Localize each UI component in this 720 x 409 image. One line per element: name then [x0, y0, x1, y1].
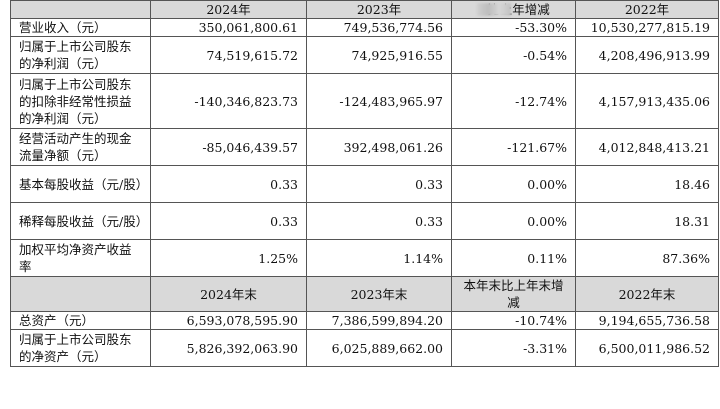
row-label: 归属于上市公司股东的扣除非经常性损益的净利润（元）	[10, 73, 151, 129]
cell-2023: 6,025,889,662.00	[306, 329, 452, 367]
cell-2023: 0.33	[306, 202, 452, 240]
cell-2024: 74,519,615.72	[150, 36, 307, 74]
cell-2024: -85,046,439.57	[150, 128, 307, 166]
table-row: 加权平均净资产收益率 1.25% 1.14% 0.11% 87.36%	[10, 239, 719, 277]
cell-2023: 392,498,061.26	[306, 128, 452, 166]
row-label: 归属于上市公司股东的净资产（元）	[10, 329, 151, 367]
subheader-change: 本年末比上年末增减	[451, 276, 576, 312]
cell-2024: 1.25%	[150, 239, 307, 277]
cell-2022: 6,500,011,986.52	[575, 329, 719, 367]
table-row: 总资产（元） 6,593,078,595.90 7,386,599,894.20…	[10, 311, 719, 330]
header-2023: 2023年	[306, 0, 452, 19]
cell-2024: -140,346,823.73	[150, 73, 307, 129]
subheader-blank-cell	[10, 276, 151, 312]
cell-2022: 4,012,848,413.21	[575, 128, 719, 166]
cell-change: -12.74%	[451, 73, 576, 129]
table-row: 归属于上市公司股东的净资产（元） 5,826,392,063.90 6,025,…	[10, 329, 719, 367]
cell-2024: 0.33	[150, 165, 307, 203]
table-row: 归属于上市公司股东的净利润（元） 74,519,615.72 74,925,91…	[10, 36, 719, 74]
table-header-row: 2024年 2023年 比上年增减 2022年	[10, 0, 719, 19]
cell-2022: 4,208,496,913.99	[575, 36, 719, 74]
cell-change: -121.67%	[451, 128, 576, 166]
cell-2024: 5,826,392,063.90	[150, 329, 307, 367]
table-row: 营业收入（元） 350,061,800.61 749,536,774.56 -5…	[10, 18, 719, 37]
row-label: 稀释每股收益（元/股）	[10, 202, 151, 240]
row-label: 归属于上市公司股东的净利润（元）	[10, 36, 151, 74]
header-change: 比上年增减	[451, 0, 576, 19]
row-label: 经营活动产生的现金流量净额（元）	[10, 128, 151, 166]
cell-change: 0.00%	[451, 202, 576, 240]
cell-2024: 0.33	[150, 202, 307, 240]
table-row: 经营活动产生的现金流量净额（元） -85,046,439.57 392,498,…	[10, 128, 719, 166]
cell-2022: 18.31	[575, 202, 719, 240]
cell-2022: 4,157,913,435.06	[575, 73, 719, 129]
subheader-2024-end: 2024年末	[150, 276, 307, 312]
subheader-2022-end: 2022年末	[575, 276, 719, 312]
header-blank-cell	[10, 0, 151, 19]
cell-change: -0.54%	[451, 36, 576, 74]
cell-2023: 7,386,599,894.20	[306, 311, 452, 330]
cell-2024: 6,593,078,595.90	[150, 311, 307, 330]
cell-change: 0.11%	[451, 239, 576, 277]
row-label: 营业收入（元）	[10, 18, 151, 37]
header-2024: 2024年	[150, 0, 307, 19]
cell-2023: 749,536,774.56	[306, 18, 452, 37]
table-row: 基本每股收益（元/股） 0.33 0.33 0.00% 18.46	[10, 165, 719, 203]
financial-summary-table: 2024年 2023年 比上年增减 2022年 营业收入（元） 350,061,…	[10, 0, 719, 367]
cell-change: -10.74%	[451, 311, 576, 330]
cell-2022: 10,530,277,815.19	[575, 18, 719, 37]
row-label: 加权平均净资产收益率	[10, 239, 151, 277]
table-row: 稀释每股收益（元/股） 0.33 0.33 0.00% 18.31	[10, 202, 719, 240]
redaction-blur	[477, 3, 512, 16]
cell-2022: 18.46	[575, 165, 719, 203]
cell-2023: 0.33	[306, 165, 452, 203]
cell-change: 0.00%	[451, 165, 576, 203]
cell-2024: 350,061,800.61	[150, 18, 307, 37]
cell-2022: 87.36%	[575, 239, 719, 277]
table-subheader-row: 2024年末 2023年末 本年末比上年末增减 2022年末	[10, 276, 719, 312]
table-row: 归属于上市公司股东的扣除非经常性损益的净利润（元） -140,346,823.7…	[10, 73, 719, 129]
row-label: 基本每股收益（元/股）	[10, 165, 151, 203]
cell-change: -3.31%	[451, 329, 576, 367]
cell-2023: -124,483,965.97	[306, 73, 452, 129]
cell-change: -53.30%	[451, 18, 576, 37]
subheader-2023-end: 2023年末	[306, 276, 452, 312]
cell-2022: 9,194,655,736.58	[575, 311, 719, 330]
cell-2023: 1.14%	[306, 239, 452, 277]
cell-2023: 74,925,916.55	[306, 36, 452, 74]
header-2022: 2022年	[575, 0, 719, 19]
row-label: 总资产（元）	[10, 311, 151, 330]
